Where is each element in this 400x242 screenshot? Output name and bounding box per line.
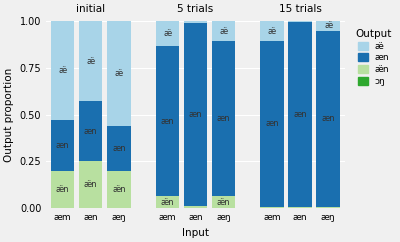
Text: æ̈: æ̈ <box>220 27 228 36</box>
Text: æ̈: æ̈ <box>268 27 276 36</box>
Bar <box>212 21 235 41</box>
Bar <box>260 21 284 41</box>
Text: æ̈n: æ̈n <box>112 185 126 194</box>
Bar <box>51 120 74 171</box>
Bar <box>51 171 74 208</box>
Text: initial: initial <box>76 4 105 14</box>
Text: 5 trials: 5 trials <box>177 4 214 14</box>
Text: æ̈n: æ̈n <box>56 185 70 194</box>
Bar <box>184 23 207 206</box>
Text: 15 trials: 15 trials <box>279 4 322 14</box>
Text: æn: æn <box>84 127 98 136</box>
Bar <box>316 31 340 206</box>
Text: æn: æn <box>56 141 70 150</box>
Y-axis label: Output proportion: Output proportion <box>4 68 14 162</box>
Text: æ̈: æ̈ <box>163 29 172 38</box>
Bar <box>79 101 102 161</box>
Bar <box>288 207 312 208</box>
Bar <box>260 41 284 206</box>
Text: æn: æn <box>160 117 174 126</box>
Bar <box>212 41 235 196</box>
Text: æn: æn <box>189 110 202 119</box>
Text: æ̈: æ̈ <box>87 57 95 66</box>
Text: æn: æn <box>322 114 335 123</box>
Legend: æ̈, æn, æ̈n, ɔŋ: æ̈, æn, æ̈n, ɔŋ <box>352 25 396 90</box>
Text: æ̈n: æ̈n <box>160 198 174 207</box>
Bar <box>260 206 284 208</box>
Bar <box>156 196 179 208</box>
Bar <box>51 21 74 120</box>
Bar <box>79 161 102 208</box>
Bar <box>107 171 130 208</box>
Text: æn: æn <box>293 110 307 119</box>
Text: æn: æn <box>265 120 279 129</box>
Bar <box>79 21 102 101</box>
Bar <box>156 21 179 46</box>
Text: æ̈: æ̈ <box>58 66 67 75</box>
Bar <box>288 21 312 22</box>
Text: æ̈: æ̈ <box>115 69 123 78</box>
X-axis label: Input: Input <box>182 228 209 238</box>
Bar <box>107 21 130 126</box>
Bar <box>316 206 340 208</box>
Text: æn: æn <box>112 144 126 153</box>
Bar <box>212 196 235 208</box>
Bar <box>107 126 130 171</box>
Text: æ̈: æ̈ <box>324 21 332 30</box>
Bar <box>316 21 340 31</box>
Text: æ̈n: æ̈n <box>217 198 230 207</box>
Bar <box>184 206 207 208</box>
Text: æn: æn <box>217 114 230 123</box>
Bar <box>156 46 179 196</box>
Bar <box>184 21 207 23</box>
Bar <box>288 22 312 207</box>
Text: æ̈n: æ̈n <box>84 181 98 189</box>
